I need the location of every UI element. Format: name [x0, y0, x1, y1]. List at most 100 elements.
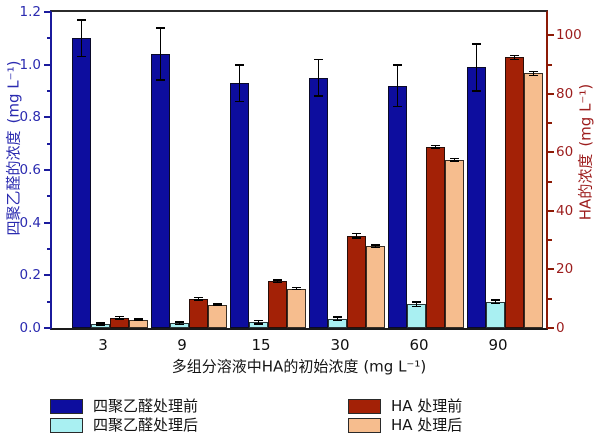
bar-slot [366, 12, 385, 328]
bar-left-15 [230, 83, 249, 328]
error-bar-cap-bottom [96, 324, 105, 326]
error-bar-cap-top [175, 321, 184, 323]
error-bar-cap-top [314, 58, 323, 61]
bar-left-30 [309, 77, 328, 328]
error-bar-cap-bottom [254, 323, 263, 325]
legend-item-tetraldehyde-before: 四聚乙醛处理前 [50, 398, 198, 415]
right-y-minor-tick [548, 122, 552, 125]
error-bar-cap-bottom [77, 55, 86, 58]
error-bar-line [374, 244, 377, 248]
error-bar-cap-top [273, 279, 282, 281]
bar-slot [110, 12, 129, 328]
error-bar-cap-top [77, 19, 86, 21]
left-y-major-tick [44, 11, 50, 13]
bar-left-3 [72, 38, 91, 328]
x-tick-label-30: 30 [330, 336, 350, 354]
bar-right-15 [268, 281, 287, 328]
error-bar-cap-top [371, 244, 380, 246]
bar-slot [249, 12, 268, 328]
bar-slot [189, 12, 208, 328]
x-tick-label-15: 15 [251, 336, 271, 354]
error-bar-cap-bottom [450, 160, 459, 162]
left-y-minor-tick [46, 37, 50, 40]
right-y-minor-tick [548, 297, 552, 300]
right-y-major-tick [548, 92, 554, 95]
legend-swatch-tetraldehyde-before [50, 399, 83, 414]
error-bar-cap-bottom [352, 237, 361, 239]
left-y-tick-label: 0.6 [19, 162, 41, 178]
error-bar-line [336, 316, 339, 321]
x-tick-label-3: 3 [98, 336, 108, 354]
bar-left-90 [486, 301, 505, 328]
right-y-axis-title-text: HA的浓度 [576, 153, 595, 221]
error-bar-cap-top [510, 54, 519, 56]
error-bar-cap-bottom [529, 74, 538, 77]
bar-slot [524, 12, 543, 328]
bar-slot [467, 12, 486, 328]
bar-right-60 [426, 146, 445, 328]
left-y-major-tick [44, 169, 50, 171]
legend-swatch-ha-after [348, 418, 381, 433]
bar-slot [268, 12, 287, 328]
error-bar-cap-bottom [472, 90, 481, 92]
legend-label: HA 处理前 [391, 397, 463, 415]
bar-slot [486, 12, 505, 328]
right-y-major-tick [548, 34, 554, 37]
bar-right-90 [505, 57, 524, 328]
left-y-axis-title-text: 四聚乙醛的浓度 [4, 130, 23, 236]
legend-label: 四聚乙醛处理前 [93, 397, 199, 415]
left-y-tick-label: 0.8 [19, 109, 41, 126]
left-y-major-tick [44, 221, 50, 224]
left-y-minor-tick [46, 90, 50, 92]
left-y-tick-label: 1.2 [19, 4, 41, 20]
bar-slot [505, 12, 524, 328]
x-axis-title-text: 多组分溶液中HA的初始浓度 [171, 357, 359, 376]
x-axis-title: 多组分溶液中HA的初始浓度 (mg L⁻¹) [172, 356, 426, 377]
error-bar-cap-bottom [333, 319, 342, 322]
bar-slot [347, 12, 366, 328]
legend-item-ha-after: HA 处理后 [348, 417, 462, 434]
x-tick-label-60: 60 [409, 336, 429, 354]
error-bar-cap-bottom [314, 95, 323, 97]
error-bar-cap-bottom [273, 281, 282, 284]
error-bar-line [197, 297, 200, 301]
bar-right-15 [287, 288, 306, 328]
error-bar-cap-top [491, 299, 500, 301]
x-tick-label-90: 90 [488, 336, 508, 354]
error-bar-cap-top [134, 318, 143, 320]
bar-slot [208, 12, 227, 328]
bar-right-9 [189, 298, 208, 328]
bar-slot [287, 12, 306, 328]
bar-slot [230, 12, 249, 328]
error-bar-line [118, 316, 121, 320]
right-y-minor-tick [548, 239, 552, 242]
bar-right-30 [347, 235, 366, 328]
right-y-major-tick [548, 268, 554, 271]
error-bar-cap-bottom [292, 288, 301, 291]
bar-right-9 [208, 304, 227, 328]
left-y-tick-label: 0.2 [19, 267, 41, 284]
bar-slot [407, 12, 426, 328]
error-bar-cap-bottom [431, 147, 440, 149]
right-y-axis-title: HA的浓度 (mg L⁻¹) [575, 84, 596, 220]
bar-left-60 [407, 304, 426, 328]
error-bar-line [317, 59, 320, 97]
error-bar-cap-bottom [235, 100, 244, 103]
error-bar-cap-top [254, 319, 263, 322]
error-bar-line [295, 287, 298, 290]
bar-slot [388, 12, 407, 328]
right-y-minor-tick [548, 180, 552, 183]
error-bar-cap-top [292, 286, 301, 289]
bar-group-30 [309, 12, 385, 328]
error-bar-cap-bottom [491, 302, 500, 305]
x-tick-label-9: 9 [177, 336, 187, 354]
error-bar-cap-top [529, 70, 538, 73]
error-bar-cap-bottom [371, 246, 380, 249]
left-y-axis-unit: (mg L⁻¹) [4, 60, 23, 124]
left-y-major-tick [44, 274, 50, 277]
left-y-minor-tick [46, 248, 50, 250]
error-bar-line [532, 71, 535, 76]
error-bar-line [355, 233, 358, 239]
x-axis-unit: (mg L⁻¹) [363, 357, 427, 376]
error-bar-cap-bottom [213, 304, 222, 306]
